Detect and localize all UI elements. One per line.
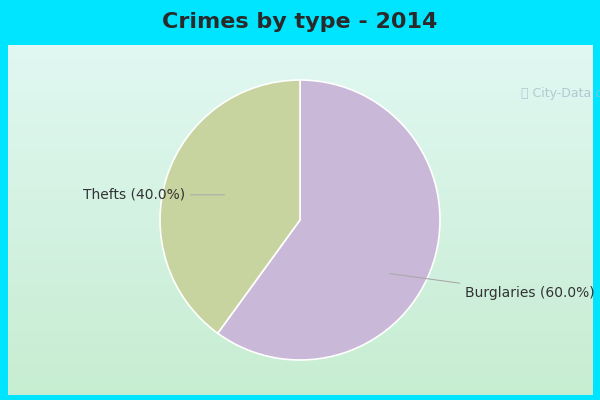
Text: Crimes by type - 2014: Crimes by type - 2014 [163, 12, 437, 32]
Text: Thefts (40.0%): Thefts (40.0%) [83, 188, 224, 202]
Wedge shape [218, 80, 440, 360]
Text: ⓘ City-Data.com: ⓘ City-Data.com [521, 87, 600, 100]
Wedge shape [160, 80, 300, 333]
Text: Burglaries (60.0%): Burglaries (60.0%) [389, 274, 595, 300]
